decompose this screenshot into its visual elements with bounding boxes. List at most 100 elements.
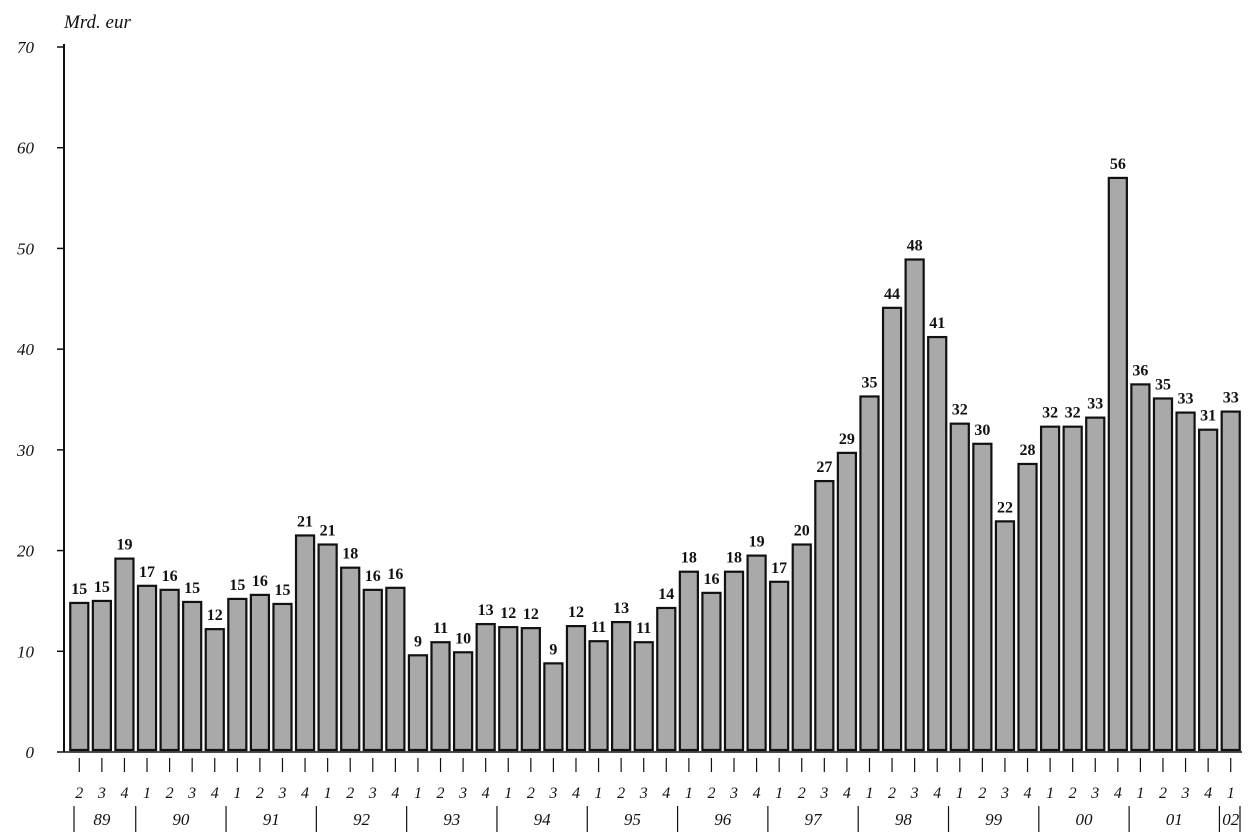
bar <box>475 622 496 752</box>
quarter-label: 3 <box>548 785 557 802</box>
y-tick-label: 50 <box>17 239 35 258</box>
bar <box>1197 428 1219 752</box>
quarter-label: 4 <box>211 785 219 802</box>
bar-value-label: 20 <box>794 523 810 540</box>
bar <box>340 566 361 752</box>
quarter-label: 4 <box>391 785 399 802</box>
year-label: 00 <box>1075 810 1093 829</box>
bar <box>1039 425 1061 752</box>
bar-value-label: 30 <box>974 422 990 439</box>
bar-value-label: 32 <box>952 402 968 419</box>
bar <box>91 599 112 752</box>
quarter-label: 1 <box>1046 785 1054 802</box>
bar-value-label: 32 <box>1042 405 1058 422</box>
quarter-label: 2 <box>346 785 354 802</box>
bar-value-label: 10 <box>455 630 471 647</box>
bar <box>520 627 541 752</box>
bar <box>610 620 632 752</box>
bar-value-label: 27 <box>816 459 832 476</box>
bar <box>69 601 90 752</box>
data-labels: 15 15 19 17 16 15 12 15 16 15 21 21 18 16 16 9 11 10 13 12 1… <box>71 156 1238 658</box>
bar-value-label: 13 <box>478 602 494 619</box>
bar-value-label: 11 <box>591 619 606 636</box>
bar-value-label: 15 <box>229 577 245 594</box>
bar <box>1220 410 1241 752</box>
bar-value-label: 33 <box>1087 396 1103 413</box>
quarter-label: 1 <box>324 785 332 802</box>
quarter-label: 4 <box>482 785 490 802</box>
quarter-label: 1 <box>233 785 241 802</box>
bar-value-label: 16 <box>252 573 268 590</box>
bar <box>678 570 699 752</box>
bar-value-label: 35 <box>1155 376 1171 393</box>
bar-value-label: 33 <box>1178 391 1194 408</box>
quarter-label: 4 <box>662 785 670 802</box>
year-label: 95 <box>624 810 641 829</box>
quarter-label: 3 <box>910 785 919 802</box>
y-tick-label: 0 <box>26 743 35 762</box>
bar <box>656 606 677 752</box>
bar <box>1175 411 1196 752</box>
bar <box>701 591 722 752</box>
bar-value-label: 15 <box>71 581 87 598</box>
bar-value-label: 16 <box>387 566 403 583</box>
quarter-label: 1 <box>1136 785 1144 802</box>
bar <box>1017 462 1038 752</box>
quarter-label: 2 <box>617 785 625 802</box>
quarter-label: 2 <box>978 785 986 802</box>
quarter-label: 4 <box>1204 785 1212 802</box>
year-label: 98 <box>895 810 913 829</box>
bar-value-label: 56 <box>1110 156 1126 173</box>
year-label: 91 <box>263 810 280 829</box>
bar <box>362 588 383 752</box>
year-label: 94 <box>534 810 552 829</box>
bar-value-label: 18 <box>681 550 697 567</box>
year-label: 93 <box>443 810 460 829</box>
bar <box>949 422 970 752</box>
y-tick-label: 10 <box>17 642 35 661</box>
y-tick-label: 60 <box>17 139 35 158</box>
quarter-label: 3 <box>368 785 377 802</box>
quarter-label: 3 <box>458 785 467 802</box>
bar <box>1107 176 1128 752</box>
y-tick-label: 30 <box>16 441 35 460</box>
bar <box>294 534 316 752</box>
y-axis-unit-label: Mrd. eur <box>63 12 131 33</box>
quarter-label: 2 <box>707 785 715 802</box>
quarter-label: 2 <box>75 785 83 802</box>
quarter-label: 1 <box>143 785 151 802</box>
quarter-label: 3 <box>639 785 648 802</box>
bar-value-label: 15 <box>274 582 290 599</box>
quarter-label: 1 <box>1227 785 1235 802</box>
quarter-label: 4 <box>572 785 580 802</box>
bar-value-label: 9 <box>549 641 557 658</box>
quarter-label: 4 <box>1024 785 1032 802</box>
quarter-label: 1 <box>414 785 422 802</box>
year-label: 01 <box>1166 810 1183 829</box>
bars <box>69 176 1241 752</box>
bar-value-label: 19 <box>749 534 765 551</box>
quarter-label: 4 <box>753 785 761 802</box>
quarter-label: 2 <box>256 785 264 802</box>
bar-value-label: 44 <box>884 286 900 303</box>
bar <box>588 640 609 752</box>
quarter-label: 2 <box>798 785 806 802</box>
bar <box>814 479 835 752</box>
quarter-label: 4 <box>933 785 941 802</box>
quarter-label: 3 <box>1090 785 1099 802</box>
bar-value-label: 28 <box>1020 442 1036 459</box>
quarter-label: 3 <box>1000 785 1009 802</box>
quarter-label: 2 <box>166 785 174 802</box>
quarter-label: 1 <box>504 785 512 802</box>
bar-value-label: 11 <box>636 620 651 637</box>
bar <box>385 586 406 752</box>
bar <box>227 597 248 752</box>
bar <box>159 588 180 752</box>
bar <box>633 641 654 752</box>
bar-value-label: 16 <box>162 568 178 585</box>
bar <box>182 600 203 752</box>
quarter-label: 3 <box>277 785 286 802</box>
bar <box>746 554 767 752</box>
bar <box>769 580 790 752</box>
